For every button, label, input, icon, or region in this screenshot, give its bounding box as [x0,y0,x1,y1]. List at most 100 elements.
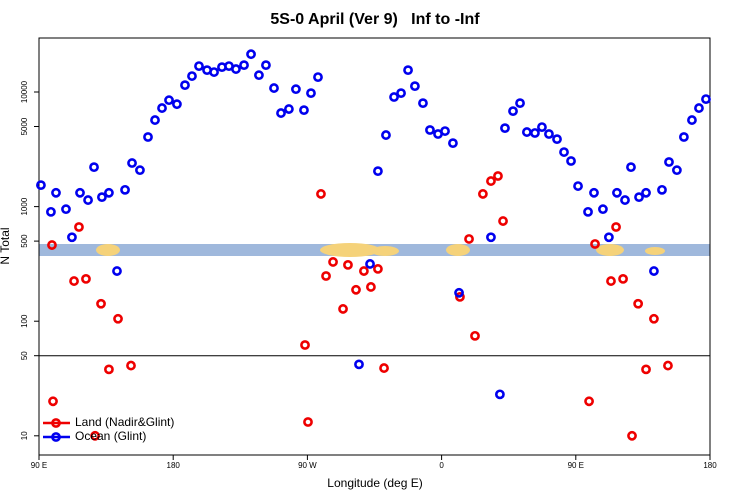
point [254,70,264,81]
land-shape [96,244,120,256]
point [649,266,659,276]
point [620,195,630,205]
point [365,259,375,269]
point [641,364,651,375]
point [440,126,450,136]
x-tick-label: 0 [439,461,444,470]
point [351,284,361,295]
point [313,72,323,83]
point [328,257,338,267]
point [81,273,91,284]
land-shape [645,247,665,255]
legend-marker [51,418,61,428]
point [455,291,465,302]
point [299,105,309,116]
point [276,108,286,118]
land-shape [371,246,399,256]
point [96,298,106,309]
point [552,134,562,145]
y-tick-label: 50 [20,351,29,360]
land-shape [596,244,624,256]
y-tick-label: 100 [20,314,29,328]
point [89,162,99,173]
point [470,330,480,341]
land-shape [446,244,470,256]
point [701,94,711,105]
point [83,195,93,205]
point [164,95,174,106]
point [530,128,540,138]
point [120,184,130,195]
point [679,132,689,142]
point [127,158,137,168]
point [396,88,406,99]
x-tick-label: 180 [167,461,181,470]
point [239,60,249,71]
point [231,64,241,74]
point [671,165,682,176]
point [612,187,622,198]
point [641,187,651,198]
point [389,92,399,102]
chart-title: 5S-0 April (Ver 9) Inf to -Inf [270,11,480,28]
point [67,232,77,243]
point [194,61,204,72]
point [284,104,294,114]
point [649,313,659,324]
point [51,187,61,198]
point [454,287,464,298]
point [448,138,458,149]
point [69,276,79,286]
point [633,298,644,309]
point [246,49,256,60]
point [687,115,697,125]
y-tick-label: 10 [20,431,29,440]
point [694,103,704,113]
point [611,222,621,232]
point [316,189,326,199]
point [508,106,518,117]
point [495,389,505,400]
map-strip [39,243,710,257]
point [172,99,182,110]
point [157,103,167,113]
point [626,162,636,173]
plot-frame [38,37,711,456]
point [598,204,608,215]
point [486,176,496,186]
point [500,123,510,134]
point [61,204,71,215]
point [381,130,391,140]
point [537,122,547,133]
x-tick-label: 90 W [298,461,317,470]
point [150,115,160,125]
point [354,359,364,370]
point [300,340,310,350]
point [338,304,348,314]
x-tick-label: 90 E [31,461,47,470]
point [113,313,123,324]
point [135,165,145,176]
point [112,266,122,276]
point [486,232,496,243]
point [359,266,369,276]
legend-marker [51,432,61,442]
y-tick-label: 10000 [20,80,29,103]
legend-label: Land (Nadir&Glint) [75,415,174,429]
x-axis-label: Longitude (deg E) [327,476,422,490]
point [261,60,271,71]
y-tick-label: 500 [20,234,29,248]
x-tick-label: 90 E [568,461,584,470]
point [618,273,628,284]
point [46,206,56,217]
point [515,98,525,109]
point [559,147,569,157]
point [606,276,616,286]
point [366,282,376,292]
point [291,84,301,95]
point [373,264,383,274]
point [209,67,219,77]
point [126,360,136,371]
point [664,157,674,167]
